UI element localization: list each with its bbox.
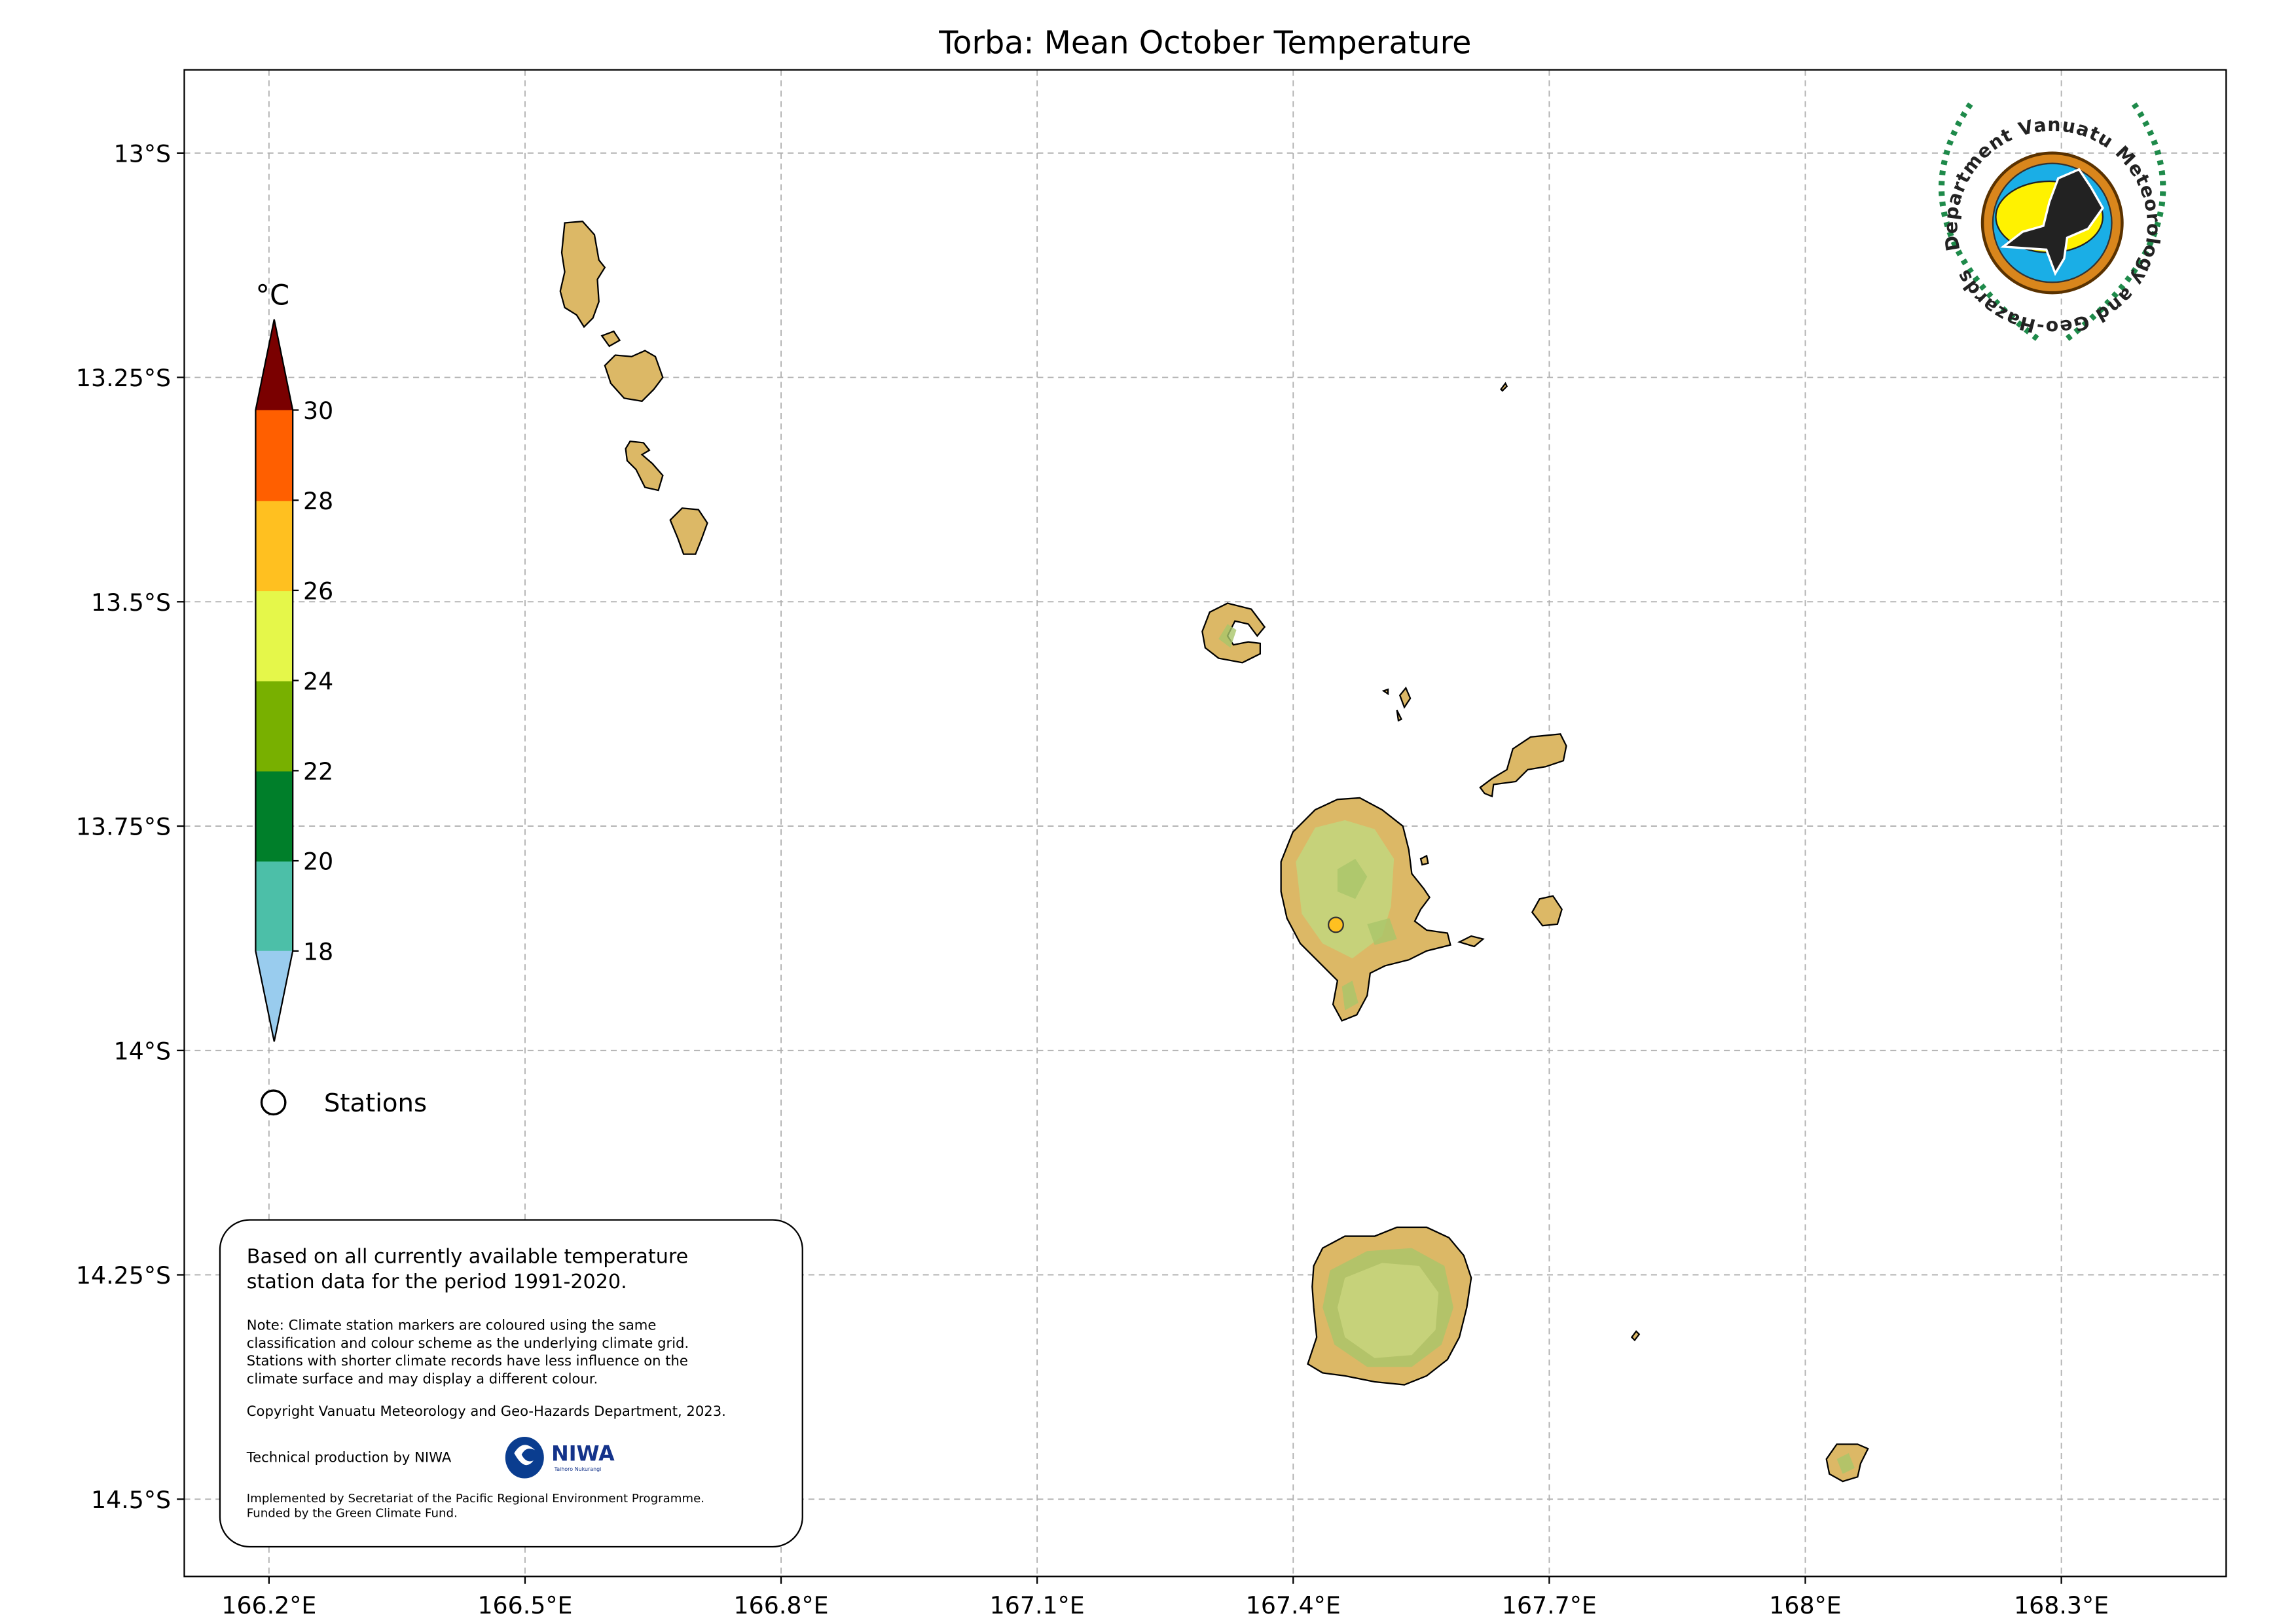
colorbar-tick-label: 24 [303,667,333,695]
info-note-2: classification and colour scheme as the … [247,1335,689,1351]
colorbar-segment [255,770,293,862]
tick-label-lon: 166.5°E [477,1591,572,1619]
island-rowa [1381,686,1412,722]
vmgd-logo: Department Vanuatu Meteorology and Geo-H… [1939,102,2166,342]
info-copyright: Copyright Vanuatu Meteorology and Geo-Ha… [247,1403,726,1419]
colorbar-tick-label: 28 [303,487,333,515]
map-frame [183,69,2227,1578]
tick-label-lon: 167.1°E [990,1591,1085,1619]
svg-text:Taihoro Nukurangi: Taihoro Nukurangi [554,1466,602,1472]
island-small-1 [600,330,621,348]
colorbar-tick-label: 26 [303,577,333,605]
stations-legend-marker [260,1089,287,1116]
colorbar-unit: °C [255,279,289,312]
island-mota-lava [1479,733,1567,798]
colorbar-segment [255,590,293,681]
info-funded: Funded by the Green Climate Fund. [247,1507,458,1521]
tick-label-lon: 168.3°E [2014,1591,2109,1619]
island-hiu [559,221,606,329]
tick-label-lat: 14°S [114,1037,171,1065]
island-small-3 [1500,382,1641,1342]
svg-text:NIWA: NIWA [551,1442,615,1466]
info-box: Based on all currently available tempera… [219,1219,803,1548]
info-technical: Technical production by NIWA [246,1449,452,1466]
colorbar-tick-label: 22 [303,757,333,785]
colorbar-segment [255,500,293,592]
station-marker [1327,916,1344,933]
island-mota [1531,895,1563,927]
svg-text:Note: Climate station markers: Note: Climate station markers are colour… [247,1317,693,1387]
niwa-logo: NIWA Taihoro Nukurangi [505,1436,615,1479]
colorbar-extend-max [255,319,293,410]
info-note-3: Stations with shorter climate records ha… [247,1352,688,1369]
colorbar-extend-min [255,950,293,1042]
info-note-1: Note: Climate station markers are colour… [247,1317,657,1333]
island-tegua [604,350,664,403]
tick-label-lon: 167.7°E [1502,1591,1597,1619]
colorbar: °C 30 28 26 24 22 20 18 [255,279,333,1042]
tick-label-lat: 13.75°S [76,813,171,841]
island-small-2 [1419,854,1485,948]
tick-label-lon: 167.4°E [1246,1591,1341,1619]
tick-label-lat: 13.25°S [76,364,171,392]
tick-label-lon: 168°E [1769,1591,1841,1619]
gridlines [184,69,2227,1577]
svg-text:Based on all currently availab: Based on all currently available tempera… [247,1245,695,1293]
colorbar-tick-label: 20 [303,848,333,876]
tick-label-lat: 13.5°S [91,588,171,617]
stations-legend-label: Stations [324,1089,427,1118]
colorbar-segment [255,410,293,501]
svg-text:Implemented by Secretariat of: Implemented by Secretariat of the Pacifi… [247,1492,708,1521]
colorbar-segment [255,680,293,772]
island-loh [625,440,664,492]
colorbar-tick-label: 18 [303,937,333,965]
islands [559,221,1869,1483]
info-main-1: Based on all currently available tempera… [247,1245,688,1268]
island-toga [669,507,708,555]
stations-layer [1327,916,1344,933]
tick-label-lon: 166.8°E [734,1591,829,1619]
info-note-4: climate surface and may display a differ… [247,1370,598,1386]
tick-label-lat: 14.5°S [91,1486,171,1514]
info-implemented: Implemented by Secretariat of the Pacifi… [247,1492,704,1506]
colorbar-tick-label: 30 [303,397,333,425]
tick-label-lon: 166.2°E [221,1591,316,1619]
info-main-2: station data for the period 1991-2020. [247,1271,627,1293]
axis-ticks: 166.2°E 166.5°E 166.8°E 167.1°E 167.4°E 167.7… [76,139,2109,1619]
map-title: Torba: Mean October Temperature [938,26,1471,62]
colorbar-segment [255,861,293,952]
tick-label-lat: 13°S [114,139,171,168]
tick-label-lat: 14.25°S [76,1261,171,1290]
